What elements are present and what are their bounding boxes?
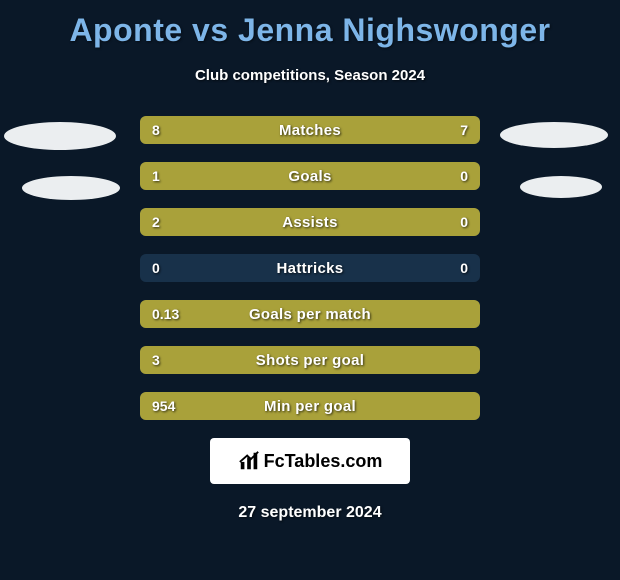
decorative-blob bbox=[520, 176, 602, 198]
stat-label: Goals bbox=[140, 162, 480, 190]
logo-box[interactable]: FcTables.com bbox=[210, 438, 410, 484]
stat-row: 954Min per goal bbox=[140, 392, 480, 420]
stat-label: Hattricks bbox=[140, 254, 480, 282]
stat-label: Goals per match bbox=[140, 300, 480, 328]
stat-value-right: 0 bbox=[460, 162, 468, 190]
decorative-blob bbox=[22, 176, 120, 200]
stat-row: 8Matches7 bbox=[140, 116, 480, 144]
stat-row: 0Hattricks0 bbox=[140, 254, 480, 282]
stat-value-right: 7 bbox=[460, 116, 468, 144]
stat-label: Matches bbox=[140, 116, 480, 144]
stat-row: 0.13Goals per match bbox=[140, 300, 480, 328]
subtitle: Club competitions, Season 2024 bbox=[0, 67, 620, 84]
stat-value-right: 0 bbox=[460, 208, 468, 236]
stats-container: 8Matches71Goals02Assists00Hattricks00.13… bbox=[140, 116, 480, 420]
page-title: Aponte vs Jenna Nighswonger bbox=[0, 0, 620, 49]
decorative-blob bbox=[4, 122, 116, 150]
decorative-blob bbox=[500, 122, 608, 148]
date-text: 27 september 2024 bbox=[0, 504, 620, 522]
stat-row: 3Shots per goal bbox=[140, 346, 480, 374]
stat-value-right: 0 bbox=[460, 254, 468, 282]
stat-row: 2Assists0 bbox=[140, 208, 480, 236]
stat-row: 1Goals0 bbox=[140, 162, 480, 190]
logo-text: FcTables.com bbox=[264, 451, 383, 472]
stat-label: Min per goal bbox=[140, 392, 480, 420]
stat-label: Shots per goal bbox=[140, 346, 480, 374]
chart-icon bbox=[238, 450, 260, 472]
stat-label: Assists bbox=[140, 208, 480, 236]
